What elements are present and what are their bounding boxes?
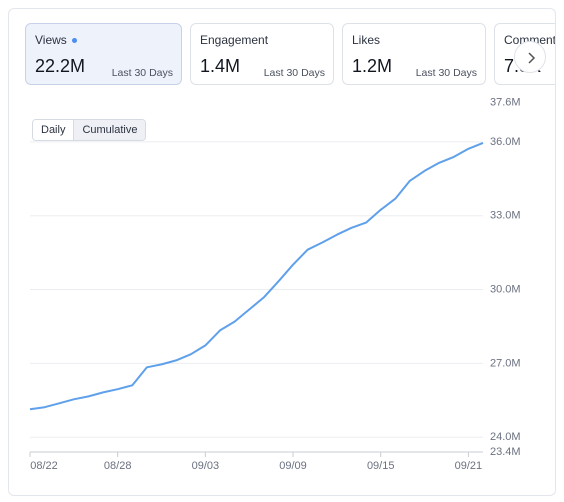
metric-card[interactable]: Likes 1.2M Last 30 Days bbox=[342, 23, 486, 85]
card-title-text: Comments bbox=[504, 33, 555, 47]
next-button[interactable] bbox=[514, 41, 546, 73]
metric-cards: Views 22.2M Last 30 Days Engagement 1.4M Last… bbox=[25, 23, 555, 89]
card-value: 1.2M bbox=[352, 56, 393, 76]
card-title: Views bbox=[35, 33, 77, 47]
card-title: Engagement bbox=[200, 33, 268, 47]
card-title-text: Likes bbox=[352, 33, 381, 47]
card-period: Last 30 Days bbox=[111, 67, 173, 79]
metric-card[interactable]: Engagement 1.4M Last 30 Days bbox=[190, 23, 334, 85]
selected-dot bbox=[71, 38, 77, 44]
card-title: Likes bbox=[352, 33, 380, 47]
card-period: Last 30 Days bbox=[263, 67, 325, 79]
chevron bbox=[528, 52, 536, 64]
toggle-button[interactable]: Cumulative bbox=[73, 120, 146, 140]
view-toggle: Daily Cumulative bbox=[32, 119, 147, 141]
card-period: Last 30 Days bbox=[415, 67, 477, 79]
toggle-button[interactable]: Daily bbox=[33, 120, 74, 140]
card-title-text: Views bbox=[35, 33, 67, 47]
panel: Views 22.2M Last 30 Days Engagement 1.4M Last… bbox=[8, 8, 556, 496]
card-title: Comments bbox=[504, 33, 555, 47]
card-title-text: Engagement bbox=[200, 33, 269, 47]
card-value: 22.2M bbox=[35, 56, 86, 76]
card-value: 1.4M bbox=[200, 56, 241, 76]
metric-card[interactable]: Views 22.2M Last 30 Days bbox=[25, 23, 182, 85]
